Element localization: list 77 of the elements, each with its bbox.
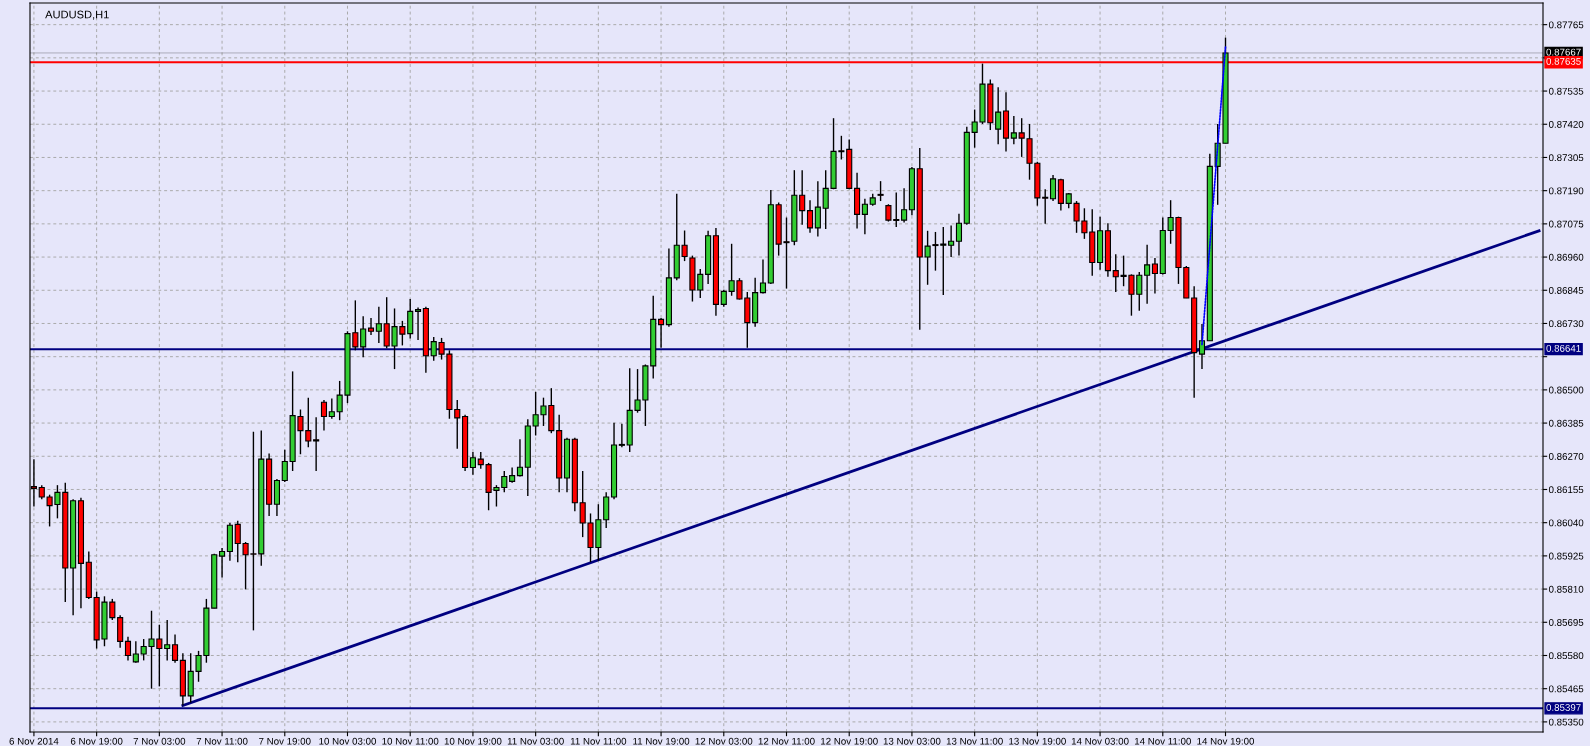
x-tick-label: 10 Nov 03:00 <box>319 737 377 745</box>
candlestick <box>1010 115 1017 145</box>
candlestick <box>1049 174 1057 202</box>
y-tick-label: 0.87190 <box>1548 187 1584 195</box>
candlestick <box>367 317 375 336</box>
x-tick-label: 11 Nov 03:00 <box>507 737 564 745</box>
ref-line-label: 0.86641 <box>1546 344 1581 352</box>
candlestick <box>799 169 806 226</box>
x-tick-label: 14 Nov 03:00 <box>1071 737 1129 745</box>
x-tick-label: 13 Nov 03:00 <box>883 737 941 745</box>
y-tick-label: 0.87420 <box>1548 120 1584 128</box>
y-tick-label: 0.86385 <box>1548 419 1584 427</box>
x-tick-label: 12 Nov 03:00 <box>695 737 753 745</box>
x-tick-label: 13 Nov 19:00 <box>1009 737 1066 745</box>
candlestick <box>1198 323 1206 370</box>
x-tick-label: 7 Nov 03:00 <box>133 737 186 745</box>
x-tick-label: 7 Nov 19:00 <box>259 737 311 745</box>
candlestick <box>995 86 1002 145</box>
x-tick-label: 10 Nov 11:00 <box>382 737 439 745</box>
candlestick <box>861 198 868 235</box>
x-tick-label: 7 Nov 11:00 <box>196 737 248 745</box>
y-tick-label: 0.85810 <box>1548 585 1584 593</box>
candlestick <box>375 306 382 344</box>
y-tick-label: 0.86960 <box>1548 253 1584 261</box>
candlestick <box>955 213 963 257</box>
x-tick-label: 14 Nov 11:00 <box>1134 737 1191 745</box>
candlestick <box>1057 178 1064 212</box>
x-tick-label: 13 Nov 11:00 <box>946 737 1003 745</box>
candlestick <box>171 633 179 664</box>
candlestick <box>320 399 328 432</box>
candlestick <box>901 187 908 224</box>
y-tick-label: 0.86500 <box>1548 386 1584 394</box>
candlestick <box>1144 243 1151 305</box>
y-tick-label: 0.86730 <box>1548 320 1584 328</box>
y-tick-label: 0.87075 <box>1548 220 1584 228</box>
candlestick <box>658 317 665 349</box>
candlestick <box>948 224 955 258</box>
x-tick-label: 11 Nov 11:00 <box>570 737 627 745</box>
y-tick-label: 0.86040 <box>1548 519 1584 527</box>
candlestick <box>814 180 821 238</box>
x-tick-label: 10 Nov 19:00 <box>444 737 502 745</box>
x-tick-label: 6 Nov 2014 <box>9 737 59 745</box>
y-tick-label: 0.85695 <box>1548 619 1584 626</box>
y-tick-label: 0.85580 <box>1548 652 1584 660</box>
x-tick-label: 12 Nov 19:00 <box>821 737 878 745</box>
y-tick-label: 0.85465 <box>1548 685 1584 693</box>
y-tick-label: 0.86845 <box>1548 287 1584 294</box>
candlestick <box>219 547 226 579</box>
x-tick-label: 12 Nov 11:00 <box>758 737 815 745</box>
x-tick-label: 6 Nov 19:00 <box>70 737 123 745</box>
candlestick <box>414 306 422 341</box>
candlestick <box>313 416 320 472</box>
x-tick-label: 14 Nov 19:00 <box>1197 737 1255 745</box>
candlestick <box>877 180 884 202</box>
candlestick <box>806 199 814 234</box>
candlestick <box>132 640 139 664</box>
candlestick <box>759 258 767 295</box>
candlestick <box>618 422 625 449</box>
y-tick-label: 0.86270 <box>1548 453 1584 460</box>
candlestick <box>117 614 124 649</box>
candlestick <box>516 438 524 478</box>
candlestick <box>273 478 281 517</box>
candlestick <box>124 636 132 662</box>
candlestick <box>1151 257 1159 295</box>
y-tick-label: 0.85350 <box>1548 718 1584 726</box>
y-tick-label: 0.85925 <box>1548 552 1584 560</box>
candlestick <box>469 451 476 476</box>
text: AUDUSD,H1 <box>45 10 109 20</box>
y-tick-label: 0.87765 <box>1548 21 1584 29</box>
ref-line-label: 0.85397 <box>1546 704 1581 711</box>
x-tick-label: 11 Nov 19:00 <box>633 737 690 745</box>
y-tick-label: 0.87535 <box>1548 87 1584 95</box>
ref-line-label: 0.87635 <box>1546 57 1581 65</box>
ref-line-label: 0.87667 <box>1546 48 1581 56</box>
candlestick <box>360 315 367 358</box>
y-tick-label: 0.87305 <box>1548 154 1584 162</box>
y-tick-label: 0.86155 <box>1548 486 1584 494</box>
